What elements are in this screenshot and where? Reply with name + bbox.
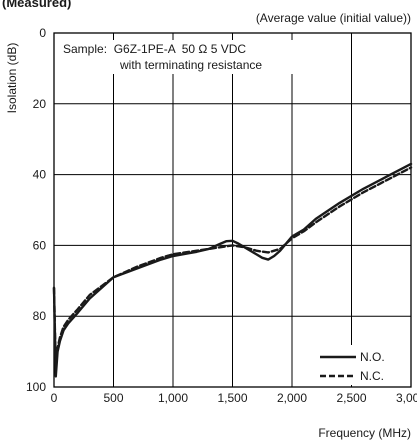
annotation-background — [60, 40, 310, 74]
x-tick-label: 2,500 — [336, 391, 366, 405]
grid-lines — [54, 33, 411, 387]
annotation-line-1: Sample: G6Z-1PE-A 50 Ω 5 VDC — [63, 42, 246, 56]
x-tick-label: 0 — [51, 391, 58, 405]
legend: N.O. N.C. — [312, 345, 408, 385]
plot-frame — [53, 32, 412, 388]
x-tick-label: 2,000 — [277, 391, 307, 405]
tick-labels: 0 500 1,000 1,500 2,000 2,500 3,000 0 20 40 60 80 10… — [26, 26, 417, 405]
legend-background — [312, 345, 408, 385]
series-line-n-o — [52, 162, 413, 378]
x-tick-label: 3,000 — [396, 391, 417, 405]
header-partial-text: (Measured) — [2, 0, 71, 10]
y-tick-label: 0 — [39, 26, 46, 40]
x-tick-label: 1,500 — [217, 391, 247, 405]
x-tick-label: 1,000 — [158, 391, 188, 405]
y-tick-label: 60 — [33, 238, 47, 252]
y-tick-label: 20 — [33, 97, 47, 111]
top-note: (Average value (initial value)) — [256, 11, 411, 25]
y-tick-label: 100 — [26, 380, 46, 394]
x-axis-label: Frequency (MHz) — [318, 426, 411, 440]
legend-label-nc: N.C. — [360, 369, 384, 383]
y-tick-label: 80 — [33, 309, 47, 323]
sample-annotation: Sample: G6Z-1PE-A 50 Ω 5 VDC with termin… — [60, 40, 310, 74]
x-tick-label: 500 — [103, 391, 123, 405]
series-line-n-c — [52, 166, 413, 371]
annotation-line-2: with terminating resistance — [119, 58, 262, 72]
series-lines — [52, 162, 413, 378]
y-axis-label: Isolation (dB) — [5, 43, 19, 114]
legend-label-no: N.O. — [360, 350, 385, 364]
y-tick-label: 40 — [33, 168, 47, 182]
plot-area — [53, 32, 412, 388]
